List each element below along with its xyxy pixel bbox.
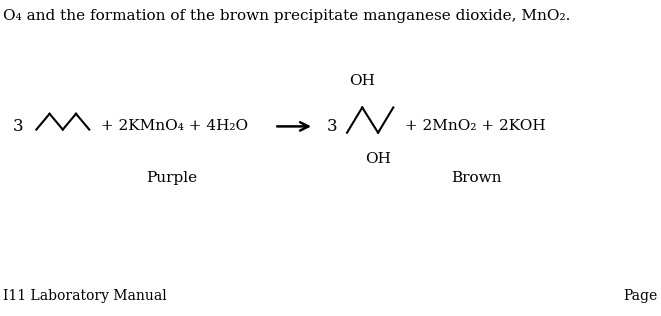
Text: O₄ and the formation of the brown precipitate manganese dioxide, MnO₂.: O₄ and the formation of the brown precip… [3,9,570,23]
Text: + 2MnO₂ + 2KOH: + 2MnO₂ + 2KOH [400,119,545,133]
Text: Purple: Purple [146,171,198,185]
Text: + 2KMnO₄ + 4H₂O: + 2KMnO₄ + 4H₂O [96,119,248,133]
Text: 3: 3 [13,118,24,135]
Text: 3: 3 [327,118,338,135]
Text: I11 Laboratory Manual: I11 Laboratory Manual [3,289,167,303]
Text: OH: OH [365,152,391,166]
Text: Page: Page [623,289,658,303]
Text: Brown: Brown [451,171,501,185]
Text: OH: OH [349,75,375,88]
